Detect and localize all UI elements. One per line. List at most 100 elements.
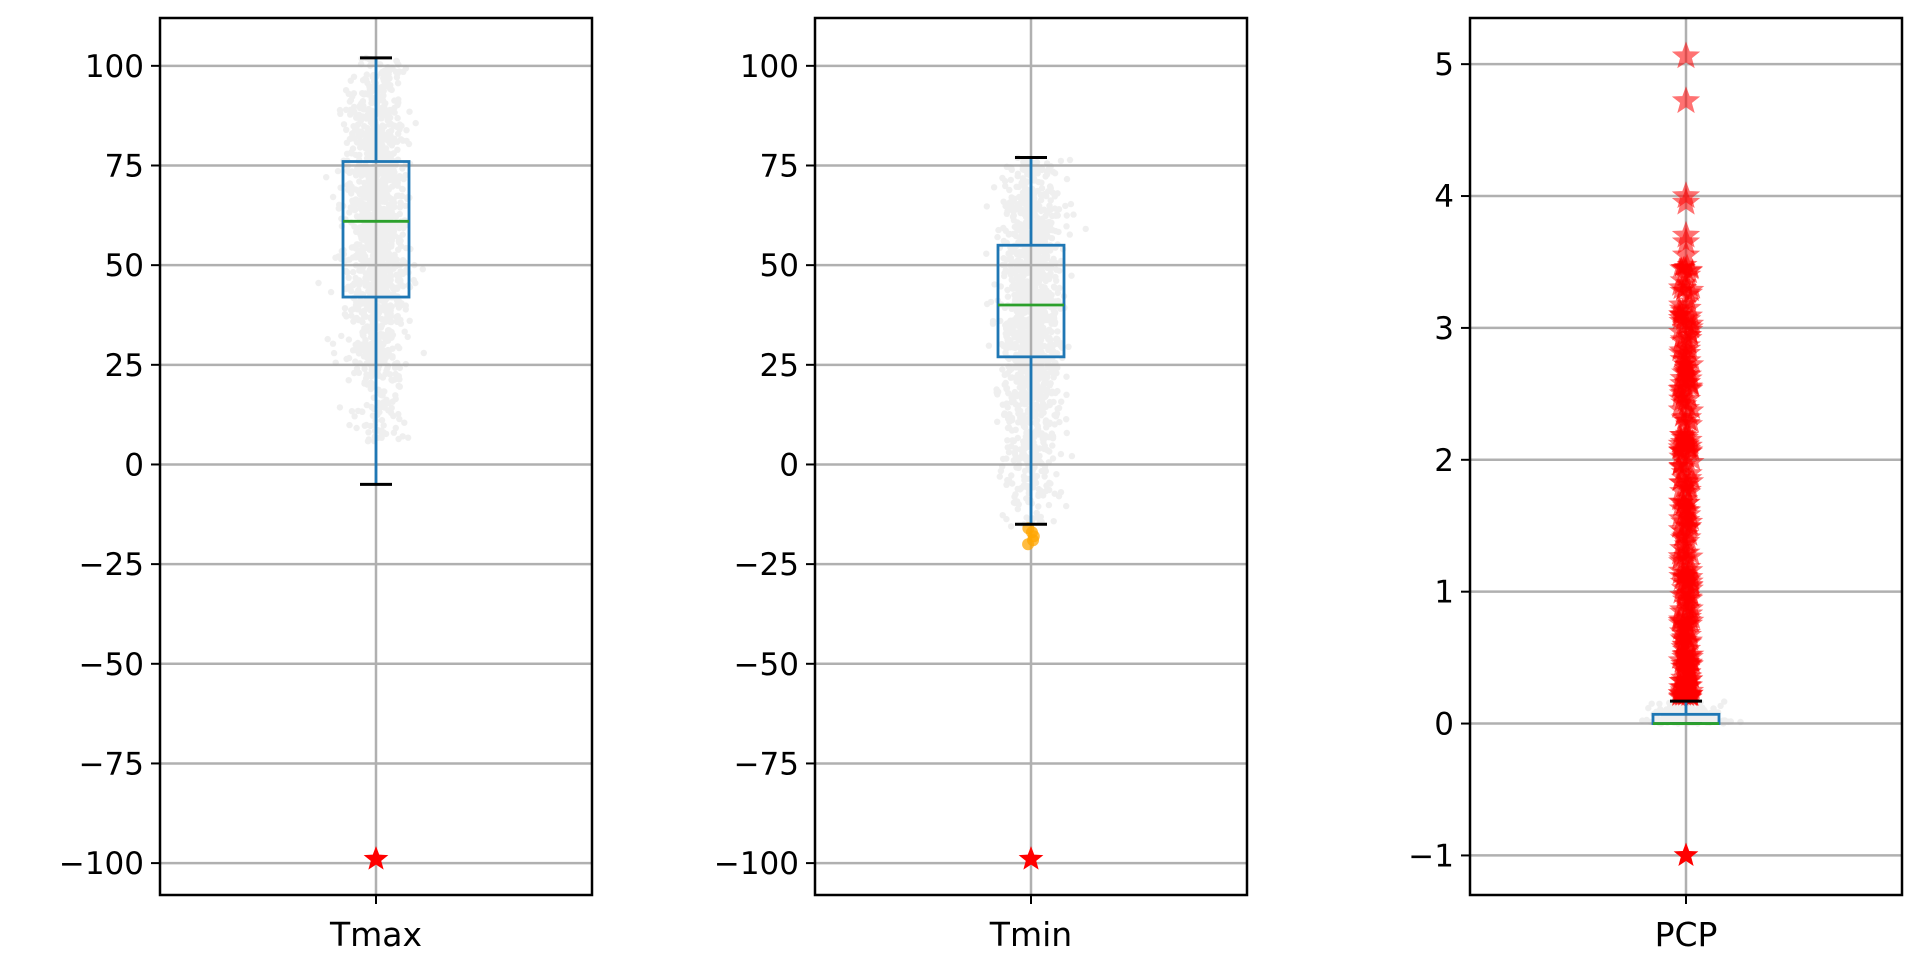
cloud-point: [365, 273, 372, 280]
cloud-point: [370, 287, 377, 294]
cloud-point: [1030, 288, 1038, 296]
cloud-point: [336, 404, 344, 411]
cloud-point: [1035, 490, 1042, 498]
cloud-point: [1027, 293, 1034, 301]
cloud-point: [1002, 330, 1009, 337]
cloud-point: [376, 225, 383, 232]
cloud-point: [1035, 405, 1043, 412]
cloud-point: [364, 438, 372, 445]
cloud-point: [1008, 398, 1015, 406]
cloud-point: [1051, 284, 1058, 291]
cloud-point: [1025, 281, 1032, 288]
cloud-point: [336, 201, 343, 208]
cloud-point: [356, 263, 364, 270]
cloud-point: [1028, 346, 1036, 353]
cloud-point: [1023, 278, 1031, 285]
cloud-point: [1033, 384, 1041, 391]
cloud-point: [378, 169, 385, 177]
cloud-point: [1029, 320, 1037, 328]
cloud-point: [1032, 390, 1040, 397]
cloud-point: [1016, 322, 1023, 330]
cloud-point: [353, 213, 361, 220]
cloud-point: [355, 286, 362, 294]
cloud-point: [1023, 458, 1031, 465]
cloud-point: [1019, 307, 1027, 314]
cloud-point: [381, 136, 389, 143]
cloud-point: [1005, 329, 1012, 336]
cloud-point: [1041, 285, 1049, 293]
cloud-point: [367, 246, 374, 253]
cloud-point: [389, 65, 396, 73]
cloud-point: [361, 215, 369, 222]
cloud-point: [1035, 245, 1043, 253]
cloud-point: [1035, 218, 1042, 225]
cloud-point: [1036, 343, 1044, 350]
cloud-point: [363, 304, 371, 312]
cloud-point: [1043, 160, 1051, 167]
cloud-point: [1045, 434, 1053, 441]
cloud-point: [362, 375, 370, 382]
cloud-point: [349, 145, 357, 152]
cloud-point: [397, 280, 404, 287]
cloud-point: [1019, 297, 1026, 305]
cloud-point: [388, 334, 395, 341]
cloud-point: [381, 68, 388, 75]
cloud-point: [366, 202, 374, 209]
cloud-point: [1028, 330, 1036, 337]
cloud-point: [378, 277, 386, 284]
cloud-point: [384, 350, 391, 357]
cloud-point: [379, 165, 386, 172]
cloud-point: [367, 119, 375, 126]
cloud-point: [1063, 502, 1070, 510]
cloud-point: [361, 235, 368, 243]
cloud-point: [361, 379, 368, 386]
cloud-point: [1051, 170, 1059, 177]
cloud-point: [399, 223, 407, 230]
cloud-point: [1046, 401, 1053, 409]
cloud-point: [396, 121, 404, 128]
cloud-point: [388, 234, 395, 242]
cloud-point: [1017, 367, 1024, 375]
cloud-point: [393, 74, 401, 81]
cloud-point: [1040, 324, 1047, 332]
cloud-point: [1026, 295, 1034, 302]
cloud-point: [382, 112, 390, 119]
cloud-point: [390, 225, 397, 233]
cloud-point: [384, 346, 392, 354]
cloud-point: [987, 298, 995, 306]
cloud-point: [1041, 442, 1049, 450]
cloud-point: [350, 90, 358, 97]
cloud-point: [1015, 273, 1022, 280]
cloud-point: [360, 164, 368, 171]
cloud-point: [363, 421, 370, 429]
cloud-point: [1043, 391, 1050, 399]
cloud-point: [1027, 280, 1034, 287]
cloud-point: [1043, 482, 1050, 489]
y-tick-label: 4: [1434, 179, 1454, 215]
cloud-point: [1008, 414, 1016, 422]
cloud-point: [1047, 340, 1054, 348]
cloud-point: [1035, 253, 1043, 260]
cloud-point: [359, 98, 367, 105]
y-tick-label: 3: [1434, 311, 1454, 347]
cloud-point: [1008, 164, 1015, 172]
cloud-point: [357, 198, 364, 206]
cloud-point: [362, 90, 369, 97]
cloud-point: [1023, 260, 1030, 267]
cloud-point: [1033, 401, 1040, 408]
cloud-point: [379, 284, 386, 291]
cloud-point: [391, 109, 398, 116]
cloud-point: [1019, 450, 1026, 458]
cloud-point: [1046, 326, 1053, 333]
cloud-point: [1011, 344, 1019, 352]
cloud-point: [361, 179, 368, 187]
cloud-point: [367, 385, 374, 393]
cloud-point: [367, 236, 374, 244]
cloud-point: [367, 274, 375, 282]
cloud-point: [1017, 414, 1024, 421]
cloud-point: [1028, 332, 1035, 340]
cloud-point: [1067, 200, 1075, 208]
cloud-point: [1005, 424, 1013, 431]
cloud-point: [354, 306, 361, 313]
cloud-point: [386, 241, 394, 249]
